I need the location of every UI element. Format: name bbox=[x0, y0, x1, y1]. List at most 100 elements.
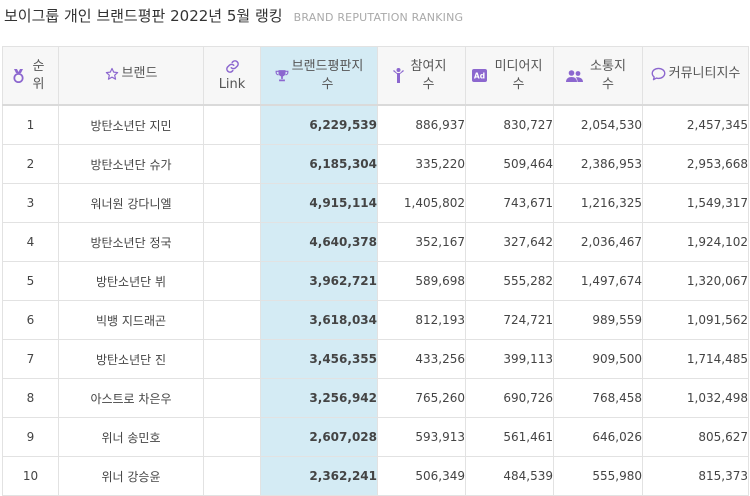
communication-cell: 646,026 bbox=[553, 417, 643, 457]
community-cell: 1,924,102 bbox=[642, 222, 749, 262]
rank-cell: 6 bbox=[2, 300, 59, 340]
rank-cell: 4 bbox=[2, 222, 59, 262]
media-cell: 690,726 bbox=[465, 378, 554, 418]
media-cell: 743,671 bbox=[465, 183, 554, 223]
brand-cell[interactable]: 아스트로 차은우 bbox=[58, 378, 204, 418]
table-row: 4 방탄소년단 정국 4,640,378 352,167 327,642 2,0… bbox=[2, 222, 749, 262]
community-cell: 815,373 bbox=[642, 456, 749, 496]
score-cell: 3,618,034 bbox=[260, 300, 378, 340]
rank-cell: 10 bbox=[2, 456, 59, 496]
community-cell: 1,714,485 bbox=[642, 339, 749, 379]
community-column-header[interactable]: 커뮤니티지수 bbox=[642, 46, 749, 106]
score-cell: 6,229,539 bbox=[260, 104, 378, 145]
participation-cell: 886,937 bbox=[377, 104, 466, 145]
score-cell: 4,915,114 bbox=[260, 183, 378, 223]
link-cell[interactable] bbox=[203, 339, 261, 379]
participation-cell: 593,913 bbox=[377, 417, 466, 457]
rank-cell: 9 bbox=[2, 417, 59, 457]
rank-column-header[interactable]: 순위 bbox=[2, 46, 59, 106]
brand-cell[interactable]: 방탄소년단 지민 bbox=[58, 104, 204, 145]
score-cell: 6,185,304 bbox=[260, 144, 378, 184]
link-cell[interactable] bbox=[203, 417, 261, 457]
media-cell: 509,464 bbox=[465, 144, 554, 184]
participation-header-label: 참여지수 bbox=[410, 58, 447, 92]
communication-cell: 768,458 bbox=[553, 378, 643, 418]
rank-cell: 2 bbox=[2, 144, 59, 184]
participation-cell: 352,167 bbox=[377, 222, 466, 262]
rank-header-label: 순위 bbox=[32, 58, 45, 92]
page-title: 보이그룹 개인 브랜드평판 2022년 5월 랭킹 bbox=[4, 7, 283, 25]
community-cell: 805,627 bbox=[642, 417, 749, 457]
ranking-table-body: 1 방탄소년단 지민 6,229,539 886,937 830,727 2,0… bbox=[2, 104, 749, 496]
trophy-icon bbox=[275, 69, 289, 83]
link-icon bbox=[225, 59, 240, 74]
link-header-label: Link bbox=[218, 76, 246, 92]
link-cell[interactable] bbox=[203, 261, 261, 301]
score-header-label: 브랜드평판지수 bbox=[291, 58, 364, 92]
communication-cell: 2,054,530 bbox=[553, 104, 643, 145]
brand-cell[interactable]: 워너원 강다니엘 bbox=[58, 183, 204, 223]
communication-column-header[interactable]: 소통지수 bbox=[553, 46, 643, 106]
score-cell: 2,362,241 bbox=[260, 456, 378, 496]
participation-cell: 589,698 bbox=[377, 261, 466, 301]
page-subtitle: BRAND REPUTATION RANKING bbox=[293, 11, 464, 24]
brand-column-header[interactable]: 브랜드 bbox=[58, 46, 204, 106]
link-cell[interactable] bbox=[203, 222, 261, 262]
score-column-header[interactable]: 브랜드평판지수 bbox=[260, 46, 378, 106]
table-row: 7 방탄소년단 진 3,456,355 433,256 399,113 909,… bbox=[2, 339, 749, 379]
participation-cell: 1,405,802 bbox=[377, 183, 466, 223]
link-cell[interactable] bbox=[203, 456, 261, 496]
communication-cell: 2,386,953 bbox=[553, 144, 643, 184]
person-raised-arms-icon bbox=[392, 68, 404, 83]
media-cell: 561,461 bbox=[465, 417, 554, 457]
table-header-row: 순위 브랜드 Link bbox=[2, 46, 749, 106]
participation-column-header[interactable]: 참여지수 bbox=[377, 46, 466, 106]
score-cell: 2,607,028 bbox=[260, 417, 378, 457]
media-column-header[interactable]: Ad 미디어지수 bbox=[465, 46, 554, 106]
community-cell: 1,032,498 bbox=[642, 378, 749, 418]
link-cell[interactable] bbox=[203, 144, 261, 184]
participation-cell: 506,349 bbox=[377, 456, 466, 496]
brand-cell[interactable]: 위너 강승윤 bbox=[58, 456, 204, 496]
community-cell: 2,457,345 bbox=[642, 104, 749, 145]
community-cell: 1,091,562 bbox=[642, 300, 749, 340]
link-cell[interactable] bbox=[203, 183, 261, 223]
media-cell: 484,539 bbox=[465, 456, 554, 496]
score-cell: 3,962,721 bbox=[260, 261, 378, 301]
score-cell: 3,456,355 bbox=[260, 339, 378, 379]
table-row: 5 방탄소년단 뷔 3,962,721 589,698 555,282 1,49… bbox=[2, 261, 749, 301]
communication-cell: 555,980 bbox=[553, 456, 643, 496]
community-header-label: 커뮤니티지수 bbox=[668, 65, 741, 81]
brand-cell[interactable]: 방탄소년단 뷔 bbox=[58, 261, 204, 301]
brand-cell[interactable]: 방탄소년단 정국 bbox=[58, 222, 204, 262]
brand-cell[interactable]: 방탄소년단 진 bbox=[58, 339, 204, 379]
ranking-table: 순위 브랜드 Link bbox=[2, 46, 749, 496]
table-row: 1 방탄소년단 지민 6,229,539 886,937 830,727 2,0… bbox=[2, 104, 749, 145]
rank-cell: 7 bbox=[2, 339, 59, 379]
table-row: 8 아스트로 차은우 3,256,942 765,260 690,726 768… bbox=[2, 378, 749, 418]
media-header-label: 미디어지수 bbox=[494, 58, 543, 92]
rank-cell: 5 bbox=[2, 261, 59, 301]
page-header: 보이그룹 개인 브랜드평판 2022년 5월 랭킹 BRAND REPUTATI… bbox=[4, 5, 463, 27]
star-outline-icon bbox=[105, 67, 119, 81]
speech-bubble-icon bbox=[651, 67, 666, 81]
link-cell[interactable] bbox=[203, 378, 261, 418]
communication-header-label: 소통지수 bbox=[590, 58, 626, 92]
media-cell: 555,282 bbox=[465, 261, 554, 301]
table-row: 3 워너원 강다니엘 4,915,114 1,405,802 743,671 1… bbox=[2, 183, 749, 223]
brand-cell[interactable]: 위너 송민호 bbox=[58, 417, 204, 457]
media-cell: 830,727 bbox=[465, 104, 554, 145]
communication-cell: 2,036,467 bbox=[553, 222, 643, 262]
link-column-header[interactable]: Link bbox=[203, 46, 261, 106]
link-cell[interactable] bbox=[203, 104, 261, 145]
community-cell: 2,953,668 bbox=[642, 144, 749, 184]
brand-cell[interactable]: 방탄소년단 슈가 bbox=[58, 144, 204, 184]
communication-cell: 1,216,325 bbox=[553, 183, 643, 223]
brand-cell[interactable]: 빅뱅 지드래곤 bbox=[58, 300, 204, 340]
media-cell: 399,113 bbox=[465, 339, 554, 379]
media-cell: 327,642 bbox=[465, 222, 554, 262]
link-cell[interactable] bbox=[203, 300, 261, 340]
score-cell: 4,640,378 bbox=[260, 222, 378, 262]
community-cell: 1,320,067 bbox=[642, 261, 749, 301]
rank-cell: 3 bbox=[2, 183, 59, 223]
